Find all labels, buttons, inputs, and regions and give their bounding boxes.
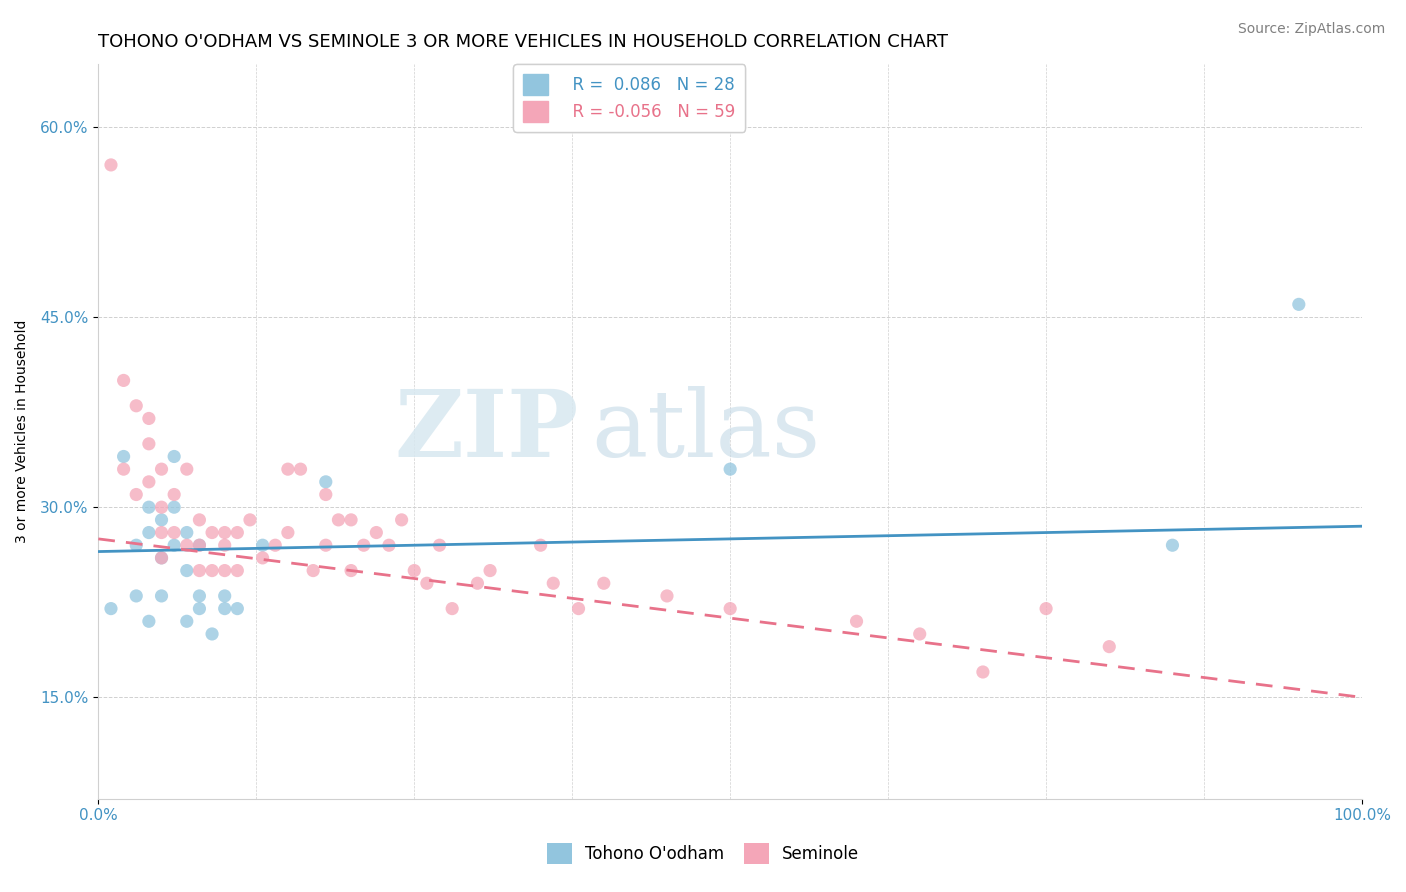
Point: [150, 500, 173, 515]
Point: [188, 601, 211, 615]
Point: [125, 399, 148, 413]
Point: [416, 576, 439, 591]
Point: [214, 589, 236, 603]
Point: [226, 525, 249, 540]
Point: [302, 564, 325, 578]
Point: [138, 525, 160, 540]
Point: [315, 475, 337, 489]
Point: [125, 487, 148, 501]
Point: [366, 525, 388, 540]
Point: [290, 462, 312, 476]
Legend: Tohono O'odham, Seminole: Tohono O'odham, Seminole: [540, 837, 866, 871]
Y-axis label: 3 or more Vehicles in Household: 3 or more Vehicles in Household: [15, 319, 30, 543]
Point: [972, 665, 994, 679]
Point: [112, 462, 135, 476]
Point: [150, 589, 173, 603]
Point: [163, 538, 186, 552]
Point: [1035, 601, 1057, 615]
Point: [845, 615, 868, 629]
Point: [138, 437, 160, 451]
Point: [138, 411, 160, 425]
Point: [188, 538, 211, 552]
Point: [908, 627, 931, 641]
Text: ZIP: ZIP: [394, 386, 578, 476]
Point: [176, 525, 198, 540]
Text: atlas: atlas: [591, 386, 821, 476]
Point: [163, 487, 186, 501]
Text: Source: ZipAtlas.com: Source: ZipAtlas.com: [1237, 22, 1385, 37]
Point: [718, 462, 741, 476]
Point: [150, 550, 173, 565]
Point: [150, 550, 173, 565]
Point: [429, 538, 451, 552]
Point: [340, 564, 363, 578]
Point: [201, 627, 224, 641]
Point: [188, 564, 211, 578]
Point: [441, 601, 464, 615]
Point: [252, 538, 274, 552]
Point: [112, 373, 135, 387]
Point: [150, 513, 173, 527]
Point: [125, 589, 148, 603]
Point: [340, 513, 363, 527]
Point: [391, 513, 413, 527]
Point: [100, 601, 122, 615]
Point: [592, 576, 614, 591]
Point: [1288, 297, 1310, 311]
Point: [150, 462, 173, 476]
Point: [163, 500, 186, 515]
Point: [378, 538, 401, 552]
Point: [138, 500, 160, 515]
Point: [1161, 538, 1184, 552]
Point: [277, 462, 299, 476]
Point: [239, 513, 262, 527]
Point: [1098, 640, 1121, 654]
Text: TOHONO O'ODHAM VS SEMINOLE 3 OR MORE VEHICLES IN HOUSEHOLD CORRELATION CHART: TOHONO O'ODHAM VS SEMINOLE 3 OR MORE VEH…: [98, 33, 948, 51]
Point: [150, 525, 173, 540]
Point: [226, 564, 249, 578]
Point: [214, 564, 236, 578]
Point: [201, 525, 224, 540]
Point: [201, 564, 224, 578]
Point: [277, 525, 299, 540]
Point: [541, 576, 564, 591]
Point: [567, 601, 589, 615]
Point: [467, 576, 489, 591]
Point: [328, 513, 350, 527]
Point: [188, 589, 211, 603]
Point: [264, 538, 287, 552]
Point: [163, 525, 186, 540]
Point: [252, 550, 274, 565]
Point: [226, 601, 249, 615]
Point: [404, 564, 426, 578]
Point: [655, 589, 678, 603]
Point: [214, 525, 236, 540]
Point: [188, 513, 211, 527]
Point: [214, 538, 236, 552]
Point: [176, 615, 198, 629]
Point: [163, 450, 186, 464]
Point: [176, 462, 198, 476]
Point: [315, 538, 337, 552]
Point: [100, 158, 122, 172]
Legend:   R =  0.086   N = 28,   R = -0.056   N = 59: R = 0.086 N = 28, R = -0.056 N = 59: [513, 64, 745, 132]
Point: [112, 450, 135, 464]
Point: [479, 564, 502, 578]
Point: [176, 564, 198, 578]
Point: [125, 538, 148, 552]
Point: [530, 538, 553, 552]
Point: [138, 475, 160, 489]
Point: [718, 601, 741, 615]
Point: [138, 615, 160, 629]
Point: [315, 487, 337, 501]
Point: [188, 538, 211, 552]
Point: [176, 538, 198, 552]
Point: [214, 601, 236, 615]
Point: [353, 538, 375, 552]
